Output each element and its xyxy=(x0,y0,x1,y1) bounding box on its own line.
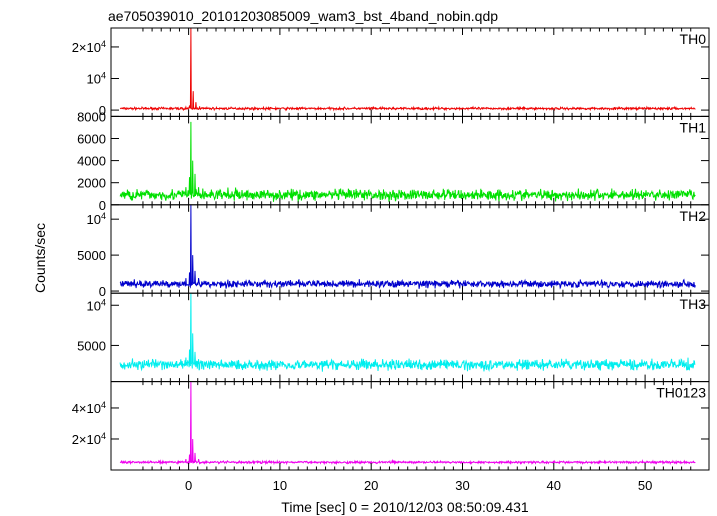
y-axis-label: Counts/sec xyxy=(32,223,48,293)
y-tick-label: 2000 xyxy=(77,176,106,191)
x-axis-label: Time [sec] 0 = 2010/12/03 08:50:09.431 xyxy=(281,499,529,515)
y-tick-label: 104 xyxy=(87,71,106,87)
series-line-th2 xyxy=(119,204,696,290)
y-tick-label: 0 xyxy=(99,103,106,118)
y-tick-label: 104 xyxy=(87,297,106,313)
panel-label-th2: TH2 xyxy=(680,208,707,224)
y-tick-label: 4×104 xyxy=(72,400,106,416)
x-tick-label: 50 xyxy=(638,478,652,493)
y-tick-label: 104 xyxy=(87,211,106,227)
x-tick-label: 0 xyxy=(185,478,192,493)
panel-label-th0123: TH0123 xyxy=(656,385,706,401)
panel-frame xyxy=(110,292,710,383)
x-tick-label: 40 xyxy=(547,478,561,493)
panel-label-th1: TH1 xyxy=(680,119,707,135)
panel-th1: 0 2000 4000 6000 8000 TH1 xyxy=(77,109,710,213)
series-line-th3 xyxy=(119,293,696,372)
chart-title: ae705039010_20101203085009_wam3_bst_4ban… xyxy=(108,8,498,24)
y-tick-label: 2×104 xyxy=(72,39,106,55)
y-tick-label: 8000 xyxy=(77,109,106,124)
y-tick-label: 6000 xyxy=(77,132,106,147)
x-tick-label: 30 xyxy=(455,478,469,493)
panel-frame xyxy=(110,381,710,471)
panel-frame xyxy=(110,204,710,294)
panel-th3: 5000 104 TH3 xyxy=(77,292,710,383)
panel-label-th3: TH3 xyxy=(680,296,707,312)
y-tick-label: 4000 xyxy=(77,154,106,169)
series-line-th0123 xyxy=(119,381,696,466)
panel-frame xyxy=(110,27,710,117)
x-tick-label: 20 xyxy=(364,478,378,493)
panel-th2: 0 5000 104 TH2 xyxy=(77,204,710,299)
y-tick-label: 5000 xyxy=(77,338,106,353)
x-tick-label: 10 xyxy=(273,478,287,493)
panel-label-th0: TH0 xyxy=(680,31,707,47)
series-line-th0 xyxy=(119,27,696,112)
series-line-th1 xyxy=(119,121,696,203)
y-tick-label: 0 xyxy=(99,284,106,299)
panel-th0123: 2×104 4×104 TH0123 xyxy=(72,381,710,471)
y-tick-label: 2×104 xyxy=(72,431,106,447)
y-tick-label: 5000 xyxy=(77,248,106,263)
y-tick-label: 0 xyxy=(99,198,106,213)
panel-th0: 0 104 2×104 TH0 xyxy=(72,27,710,118)
